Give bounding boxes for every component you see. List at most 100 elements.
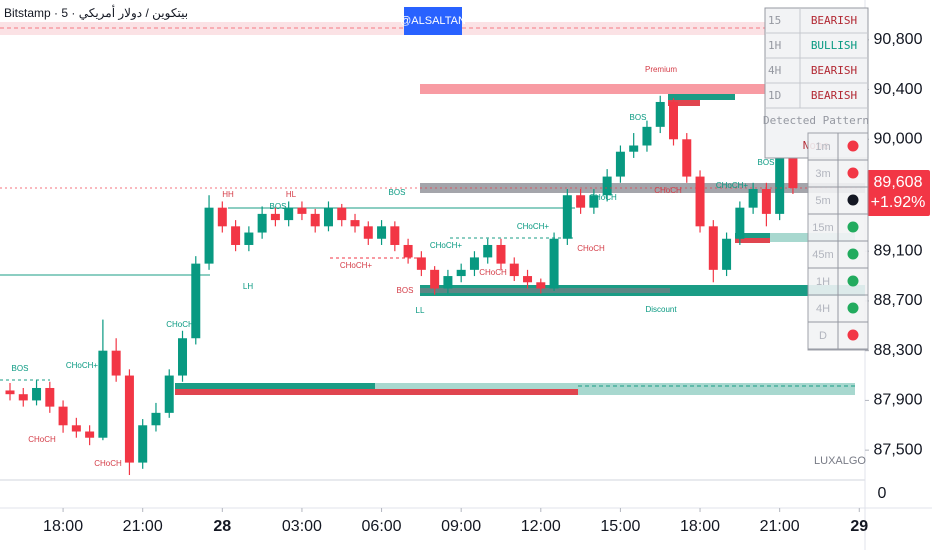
- trend-status: BEARISH: [811, 14, 857, 27]
- annotation: CHoCH+: [66, 361, 99, 370]
- candle-body: [469, 257, 479, 270]
- signal-dot: [847, 221, 859, 233]
- candle-body: [589, 195, 599, 208]
- signal-dot: [847, 248, 859, 260]
- annotation: BOS: [12, 364, 29, 373]
- candle-body: [231, 226, 241, 245]
- last-price-label: 89,608: [874, 174, 923, 191]
- annotation: CHoCH: [479, 268, 507, 277]
- pattern-header: Detected Pattern: [763, 114, 869, 127]
- candle-body: [178, 338, 188, 376]
- annotation: LUXALGO: [814, 455, 866, 467]
- candle-body: [363, 226, 373, 239]
- badge: [404, 7, 462, 35]
- trend-status: BEARISH: [811, 64, 857, 77]
- candle-body: [695, 176, 705, 227]
- candle-body: [430, 269, 440, 289]
- candle-body: [735, 207, 745, 239]
- signal-timeframe: 15m: [812, 222, 833, 234]
- annotation: Premium: [645, 65, 677, 74]
- annotation: BOS: [389, 188, 406, 197]
- candle-body: [708, 226, 718, 270]
- annotation: CHoCH: [94, 459, 122, 468]
- signal-dot: [847, 275, 859, 287]
- signal-timeframe: 1H: [816, 276, 830, 288]
- y-tick-label: 87,900: [874, 392, 923, 409]
- y-tick-label: 90,400: [874, 81, 923, 98]
- x-tick-label: 18:00: [43, 518, 83, 535]
- candle-body: [761, 189, 771, 214]
- candle-body: [602, 176, 612, 196]
- annotation: CHoCH+: [340, 261, 373, 270]
- candle-body: [403, 244, 413, 258]
- equilibrium-zone: [420, 183, 865, 193]
- trend-status: BULLISH: [811, 39, 857, 52]
- candle-body: [337, 207, 347, 221]
- candle-body: [483, 244, 493, 258]
- annotation: BOS: [630, 113, 647, 122]
- badge-text: @ALSALTAN: [400, 15, 466, 27]
- signal-timeframe: D: [819, 330, 827, 342]
- y-tick-label: 90,800: [874, 31, 923, 48]
- candle-body: [456, 269, 466, 277]
- signal-timeframe: 5m: [815, 195, 830, 207]
- x-tick-label: 28: [213, 518, 231, 535]
- x-tick-label: 12:00: [521, 518, 561, 535]
- signal-timeframe: 3m: [815, 168, 830, 180]
- candle-body: [748, 189, 758, 208]
- candle-body: [416, 257, 426, 270]
- candle-body: [523, 276, 533, 283]
- candle-body: [682, 139, 692, 177]
- order-block: [735, 238, 770, 243]
- candle-body: [576, 195, 586, 208]
- x-tick-label: 09:00: [441, 518, 481, 535]
- order-block: [735, 233, 770, 241]
- lower-pane-tick-label: 0: [878, 485, 887, 502]
- annotation: CHoCH: [577, 244, 605, 253]
- candle-body: [58, 406, 68, 426]
- candle-body: [257, 213, 267, 233]
- annotation: CHoCH: [28, 435, 56, 444]
- candle-body: [377, 226, 387, 239]
- candle-body: [310, 213, 320, 227]
- candle-body: [191, 263, 201, 339]
- order-block: [578, 389, 855, 395]
- candle-body: [297, 207, 307, 214]
- annotation: CHoCH: [166, 320, 194, 329]
- premium-zone: [420, 84, 865, 94]
- candle-body: [71, 425, 81, 432]
- candle-body: [549, 238, 559, 289]
- candle-body: [124, 375, 134, 463]
- candle-body: [350, 220, 360, 227]
- annotation: BOS: [758, 158, 775, 167]
- timeframe-label: 15: [768, 14, 781, 27]
- annotation: BOS: [270, 202, 287, 211]
- y-tick-label: 89,100: [874, 242, 923, 259]
- x-tick-label: 06:00: [362, 518, 402, 535]
- timeframe-label: 1H: [768, 39, 781, 52]
- y-tick-label: 87,500: [874, 441, 923, 458]
- candle-body: [390, 226, 400, 245]
- candle-body: [496, 244, 506, 264]
- annotation: LH: [243, 282, 253, 291]
- candle-body: [204, 207, 214, 264]
- candle-body: [85, 431, 95, 438]
- candle-body: [18, 394, 28, 401]
- time-axis-bg: [0, 480, 865, 550]
- candle-body: [669, 101, 678, 140]
- annotation: CHoCH+: [430, 241, 463, 250]
- candle-body: [270, 213, 280, 221]
- order-block: [175, 389, 578, 395]
- candle-body: [32, 387, 42, 401]
- candle-body: [562, 195, 572, 239]
- candle-body: [164, 375, 174, 413]
- signal-dot: [847, 194, 859, 206]
- x-tick-label: 21:00: [760, 518, 800, 535]
- order-block: [668, 94, 735, 100]
- annotation: CHoCH+: [716, 181, 749, 190]
- annotation: BOS: [397, 286, 414, 295]
- signal-timeframe: 45m: [812, 249, 833, 261]
- candle-body: [323, 207, 333, 227]
- annotation: CHoCH+: [517, 222, 550, 231]
